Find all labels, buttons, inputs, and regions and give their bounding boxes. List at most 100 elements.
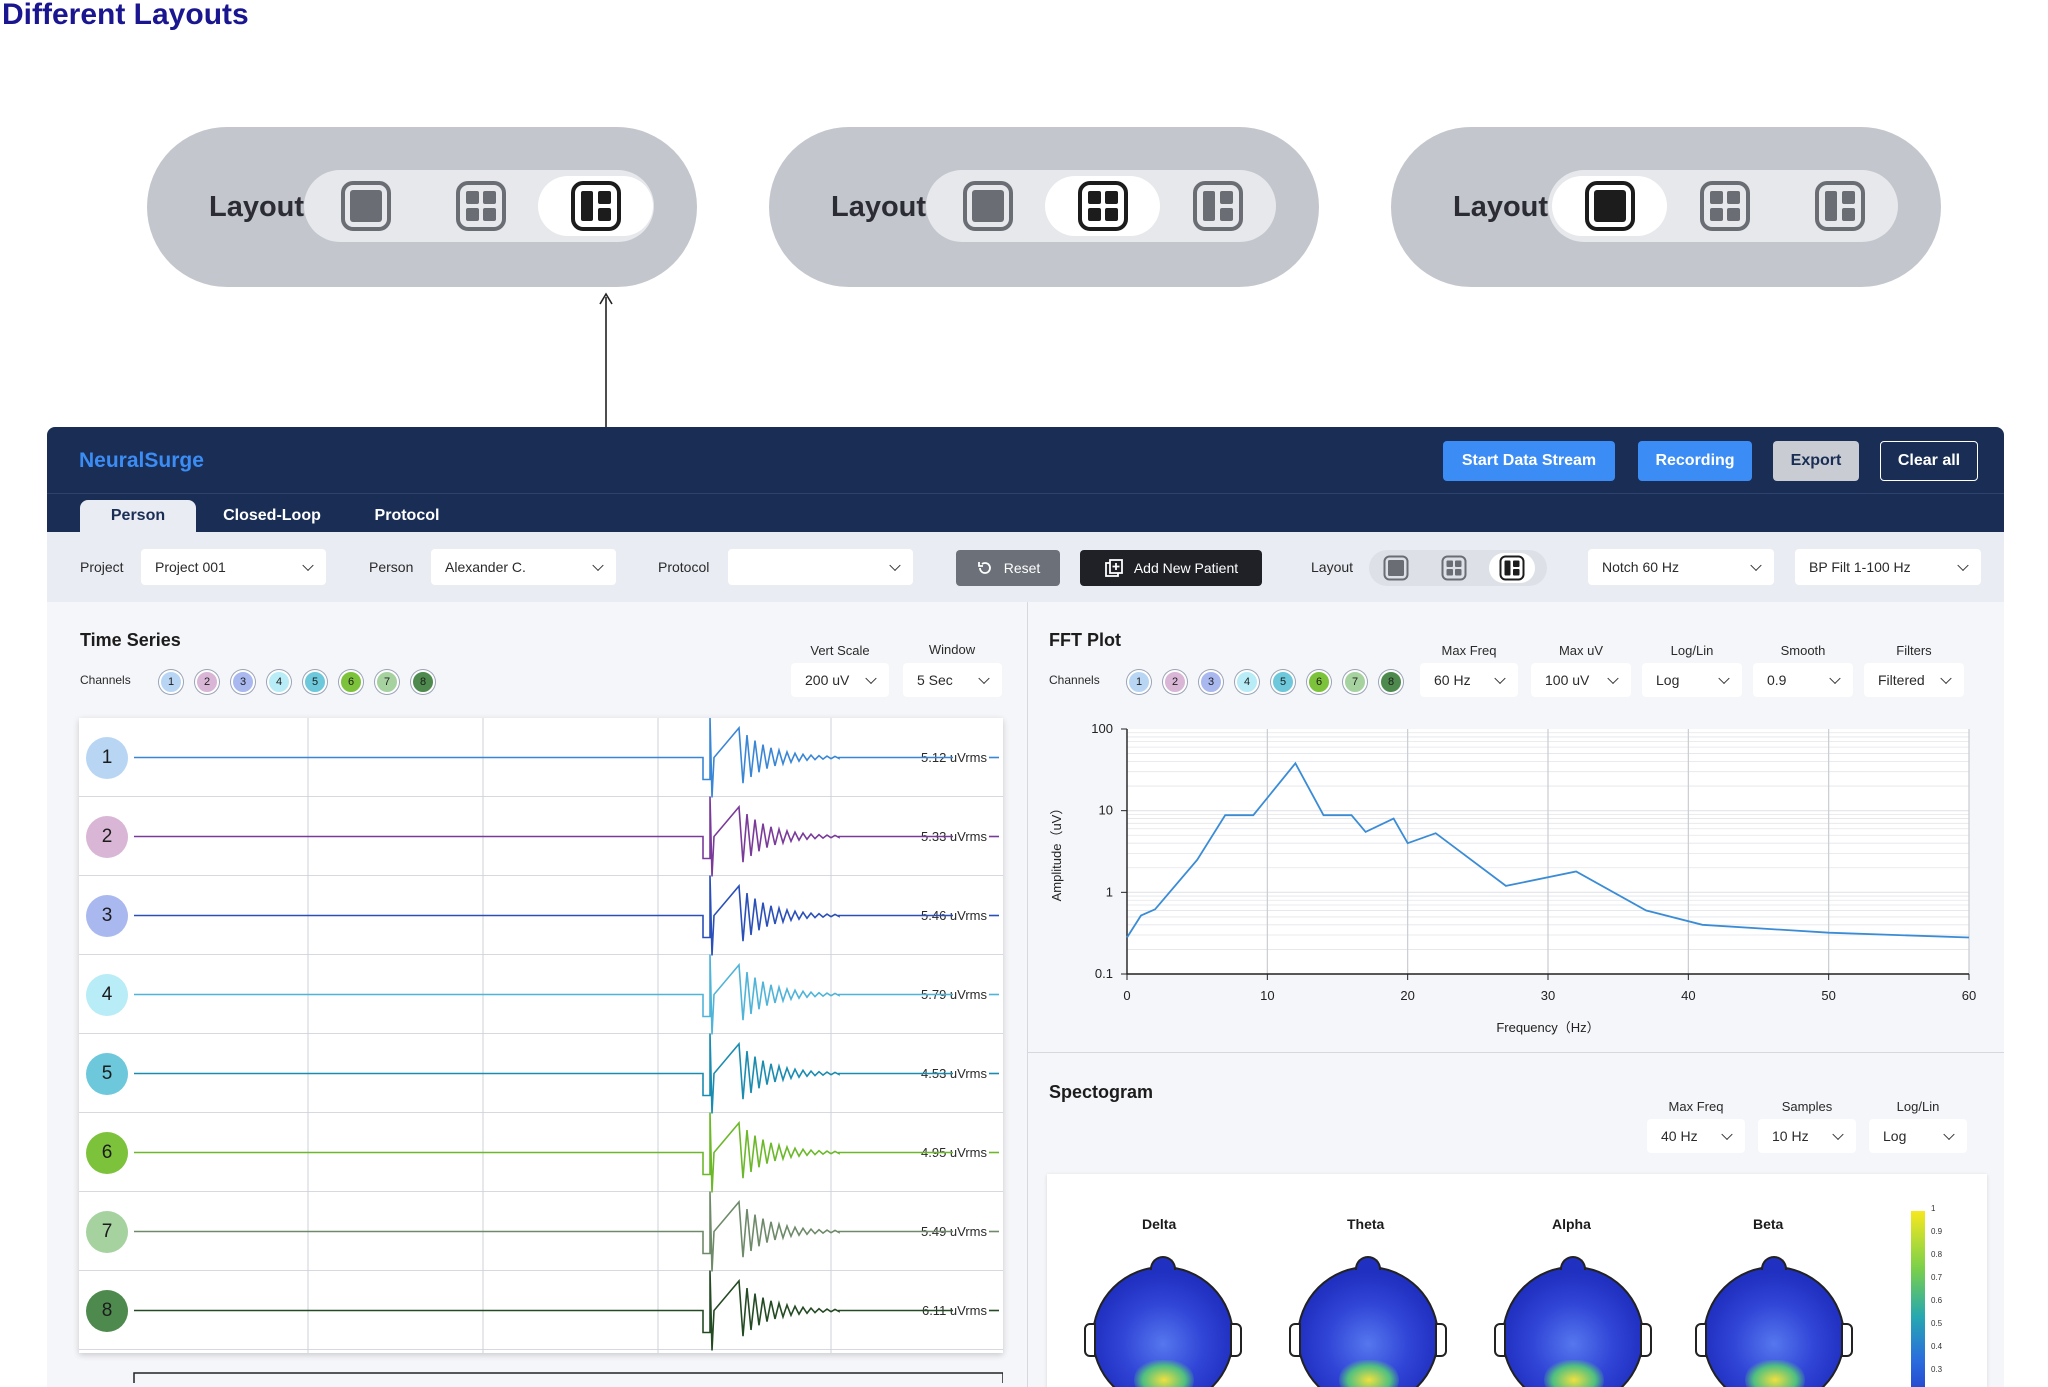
- protocol-select[interactable]: [728, 549, 913, 585]
- channel-toggle-1[interactable]: 1: [159, 670, 183, 694]
- time-series-axis: [133, 1372, 1003, 1383]
- heat-spot: [1134, 1360, 1194, 1387]
- layout-option-1[interactable]: [308, 176, 423, 236]
- notch-select[interactable]: Notch 60 Hz: [1588, 549, 1774, 585]
- channel-toggle-7[interactable]: 7: [1343, 670, 1367, 694]
- control-bar: Project Project 001 Person Alexander C. …: [47, 532, 2004, 602]
- layout-option-1[interactable]: [930, 176, 1045, 236]
- chevron-down-icon: [592, 559, 604, 572]
- channel-rms-value: 5.49 uVrms: [921, 1223, 987, 1239]
- channel-toggle-3[interactable]: 3: [1199, 670, 1223, 694]
- tab-bar: Person Closed-Loop Protocol: [47, 493, 2004, 534]
- max-freq-select[interactable]: 60 Hz: [1420, 663, 1518, 697]
- export-button[interactable]: Export: [1773, 441, 1859, 481]
- channel-trace: [134, 1191, 953, 1272]
- layout-option-2[interactable]: [1045, 176, 1160, 236]
- x-tick-label: 10: [1260, 988, 1274, 1003]
- tab-closed-loop[interactable]: Closed-Loop: [223, 507, 321, 524]
- chevron-down-icon: [889, 559, 901, 572]
- channel-toggle-2[interactable]: 2: [195, 670, 219, 694]
- colorbar-tick: 0.4: [1931, 1342, 1943, 1351]
- y-tick-label: 10: [1099, 803, 1113, 818]
- brand-logo: NeuralSurge: [79, 449, 204, 472]
- channel-toggle-1[interactable]: 1: [1127, 670, 1151, 694]
- channel-toggle-8[interactable]: 8: [1379, 670, 1403, 694]
- channel-toggle-5[interactable]: 5: [1271, 670, 1295, 694]
- spec-log-lin-select[interactable]: Log: [1869, 1119, 1967, 1153]
- heat-spot: [1745, 1360, 1805, 1387]
- project-select[interactable]: Project 001: [141, 549, 326, 585]
- filters-select[interactable]: Filtered: [1864, 663, 1964, 697]
- channel-toggle-4[interactable]: 4: [267, 670, 291, 694]
- time-series-traces: [134, 718, 999, 1353]
- channel-toggle-2[interactable]: 2: [1163, 670, 1187, 694]
- colorbar-tick: 0.6: [1931, 1296, 1943, 1305]
- smooth-select[interactable]: 0.9: [1753, 663, 1853, 697]
- samples-label: Samples: [1781, 1099, 1833, 1114]
- app-window: NeuralSurge Start Data Stream Recording …: [47, 427, 2004, 1387]
- grid-layout-icon: [1077, 181, 1128, 231]
- start-data-stream-button[interactable]: Start Data Stream: [1443, 441, 1615, 481]
- channel-toggle-8[interactable]: 8: [411, 670, 435, 694]
- layout-variant-3: Layout: [1391, 127, 1941, 287]
- channel-toggle-6[interactable]: 6: [339, 670, 363, 694]
- time-series-plot: 1 5.12 uVrms 2 5.33 uVrms 3 5.46 uVrms 4 5.79 u…: [79, 718, 1003, 1353]
- layout-label: Layout: [1453, 191, 1549, 223]
- channel-rms-value: 5.33 uVrms: [921, 828, 987, 844]
- channel-number: 8: [86, 1289, 128, 1332]
- recording-button[interactable]: Recording: [1638, 441, 1752, 481]
- band-label: Beta: [1753, 1216, 1784, 1232]
- bp-filter-select[interactable]: BP Filt 1-100 Hz: [1795, 549, 1981, 585]
- channel-toggle-3[interactable]: 3: [231, 670, 255, 694]
- filters-value: Filtered: [1878, 672, 1925, 688]
- channel-toggle-4[interactable]: 4: [1235, 670, 1259, 694]
- vert-scale-label: Vert Scale: [810, 643, 870, 658]
- log-lin-select[interactable]: Log: [1642, 663, 1742, 697]
- layout-option-2[interactable]: [423, 176, 538, 236]
- channel-rms-value: 6.11 uVrms: [921, 1302, 987, 1318]
- layout-option-3[interactable]: [1782, 176, 1897, 236]
- add-patient-icon: [1104, 559, 1123, 577]
- head-ear: [1435, 1323, 1447, 1357]
- channel-toggle-6[interactable]: 6: [1307, 670, 1331, 694]
- single-layout-icon: [340, 181, 391, 231]
- layout-option-1[interactable]: [1373, 553, 1419, 583]
- layout-switch: [1369, 550, 1547, 586]
- reset-button[interactable]: Reset: [956, 550, 1060, 586]
- layout-option-3[interactable]: [538, 176, 653, 236]
- channel-toggle-5[interactable]: 5: [303, 670, 327, 694]
- topomap-head: [1494, 1256, 1652, 1387]
- layout-option-1[interactable]: [1552, 176, 1667, 236]
- heat-spot: [1544, 1360, 1604, 1387]
- log-lin-value: Log: [1656, 672, 1680, 688]
- add-new-patient-button[interactable]: Add New Patient: [1080, 550, 1262, 586]
- window-select[interactable]: 5 Sec: [903, 663, 1002, 697]
- channel-row: 6 4.95 uVrms: [79, 1113, 1003, 1192]
- tab-protocol[interactable]: Protocol: [374, 507, 440, 524]
- max-uv-select[interactable]: 100 uV: [1531, 663, 1631, 697]
- chevron-down-icon: [1943, 1128, 1955, 1141]
- spec-max-freq-value: 40 Hz: [1661, 1128, 1698, 1144]
- channel-number: 2: [86, 815, 128, 858]
- bp-filter-value: BP Filt 1-100 Hz: [1809, 559, 1911, 575]
- colorbar-tick: 0.7: [1931, 1273, 1943, 1282]
- colorbar-tick: 0.9: [1931, 1227, 1943, 1236]
- band-label: Delta: [1142, 1216, 1177, 1232]
- reset-label: Reset: [1003, 560, 1041, 576]
- spec-max-freq-select[interactable]: 40 Hz: [1647, 1119, 1745, 1153]
- channel-toggle-7[interactable]: 7: [375, 670, 399, 694]
- layout-option-2[interactable]: [1431, 553, 1477, 583]
- tab-person[interactable]: Person: [80, 500, 196, 534]
- topomap-head: [1084, 1256, 1242, 1387]
- project-label: Project: [80, 559, 124, 575]
- layout-option-2[interactable]: [1667, 176, 1782, 236]
- vert-scale-select[interactable]: 200 uV: [791, 663, 889, 697]
- samples-select[interactable]: 10 Hz: [1758, 1119, 1856, 1153]
- channels-label: Channels: [80, 673, 131, 687]
- clear-all-button[interactable]: Clear all: [1880, 441, 1978, 481]
- window-label: Window: [928, 642, 976, 657]
- person-select[interactable]: Alexander C.: [431, 549, 616, 585]
- layout-option-3[interactable]: [1160, 176, 1275, 236]
- layout-option-3[interactable]: [1489, 553, 1535, 583]
- notch-value: Notch 60 Hz: [1602, 559, 1680, 575]
